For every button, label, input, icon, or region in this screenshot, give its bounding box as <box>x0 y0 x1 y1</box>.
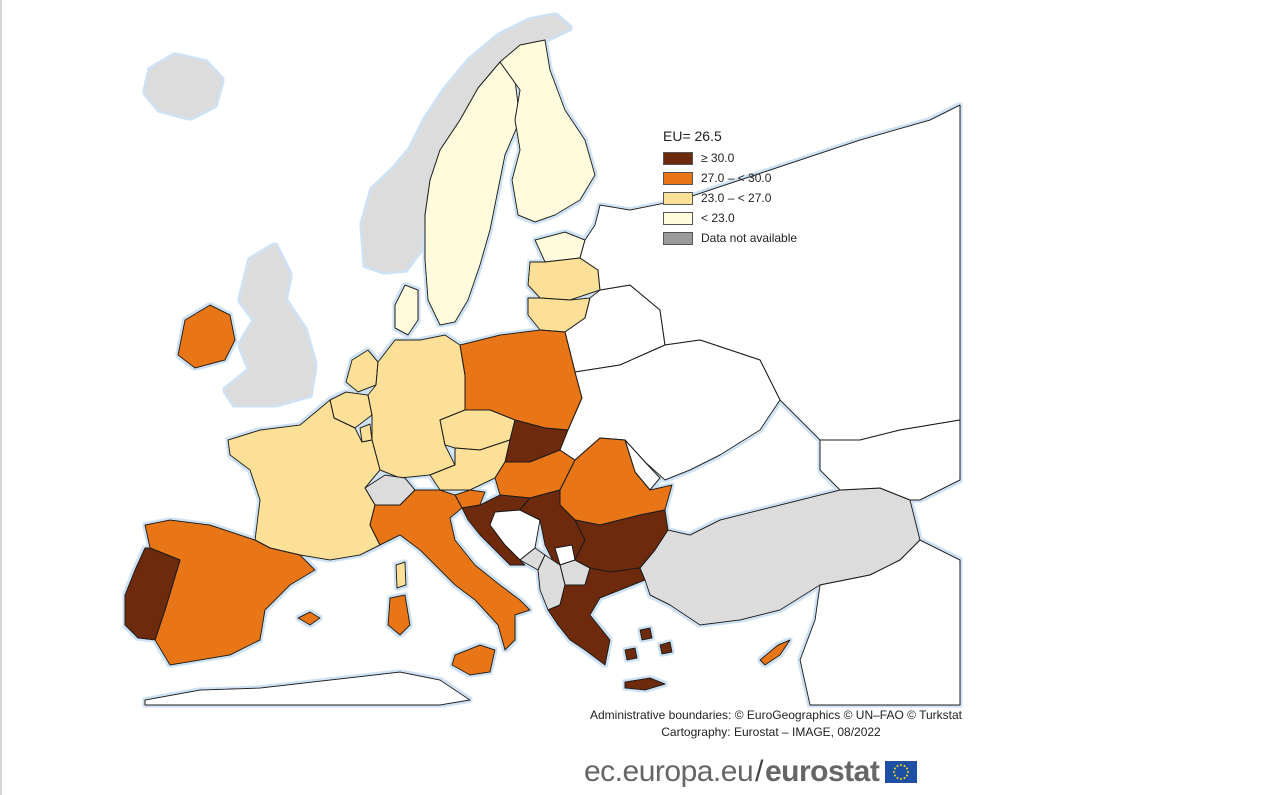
region-uk <box>224 244 316 406</box>
region-denmark <box>394 284 419 336</box>
legend-item: ≥ 30.0 <box>663 148 797 168</box>
region-cyprus <box>759 639 791 666</box>
region-middle-east <box>799 539 961 706</box>
eu-flag-icon <box>885 761 918 783</box>
region-balearic <box>297 611 321 626</box>
region-austria <box>429 439 511 491</box>
region-germany <box>367 334 466 479</box>
region-greece <box>547 567 646 666</box>
region-north-africa <box>144 671 471 706</box>
region-greek-islands <box>624 627 673 661</box>
region-sardinia <box>387 594 411 636</box>
legend-swatch <box>663 211 693 225</box>
credits-boundaries: Administrative boundaries: © EuroGeograp… <box>589 708 962 722</box>
region-netherlands <box>345 349 379 393</box>
legend-swatch <box>663 171 693 185</box>
legend-item: < 23.0 <box>663 208 797 228</box>
legend-swatch <box>663 151 693 165</box>
region-east-lines <box>819 419 961 501</box>
region-iceland <box>144 54 223 119</box>
region-italy <box>369 489 531 651</box>
legend-item: Data not available <box>663 228 797 248</box>
region-ireland <box>177 304 236 369</box>
legend: EU= 26.5 ≥ 30.0 27.0 – < 30.0 23.0 – < 2… <box>663 128 797 248</box>
left-divider <box>0 0 2 795</box>
region-luxembourg <box>359 423 373 443</box>
brand-domain: ec.europa.eu <box>584 755 754 788</box>
region-corsica <box>395 561 407 589</box>
legend-swatch <box>663 231 693 245</box>
eurostat-brand: ec.europa.eu / eurostat <box>584 752 918 792</box>
brand-name: eurostat <box>764 755 880 788</box>
legend-item: 27.0 – < 30.0 <box>663 168 797 188</box>
legend-title: EU= 26.5 <box>663 128 722 144</box>
map-credits: Administrative boundaries: © EuroGeograp… <box>520 707 962 741</box>
region-portugal <box>124 547 181 641</box>
region-norway <box>361 14 571 273</box>
region-sicily <box>451 644 496 676</box>
region-sweden <box>424 61 521 326</box>
brand-separator: / <box>755 755 763 788</box>
legend-swatch <box>663 191 693 205</box>
legend-item: 23.0 – < 27.0 <box>663 188 797 208</box>
region-finland <box>499 39 596 223</box>
region-estonia <box>534 231 586 263</box>
region-crete <box>624 677 666 691</box>
legend-label: ≥ 30.0 <box>701 151 735 165</box>
legend-label: 23.0 – < 27.0 <box>701 191 772 205</box>
legend-label: < 23.0 <box>701 211 735 225</box>
credits-cartography: Cartography: Eurostat – IMAGE, 08/2022 <box>661 725 881 739</box>
legend-label: 27.0 – < 30.0 <box>701 171 772 185</box>
legend-label: Data not available <box>701 231 798 245</box>
